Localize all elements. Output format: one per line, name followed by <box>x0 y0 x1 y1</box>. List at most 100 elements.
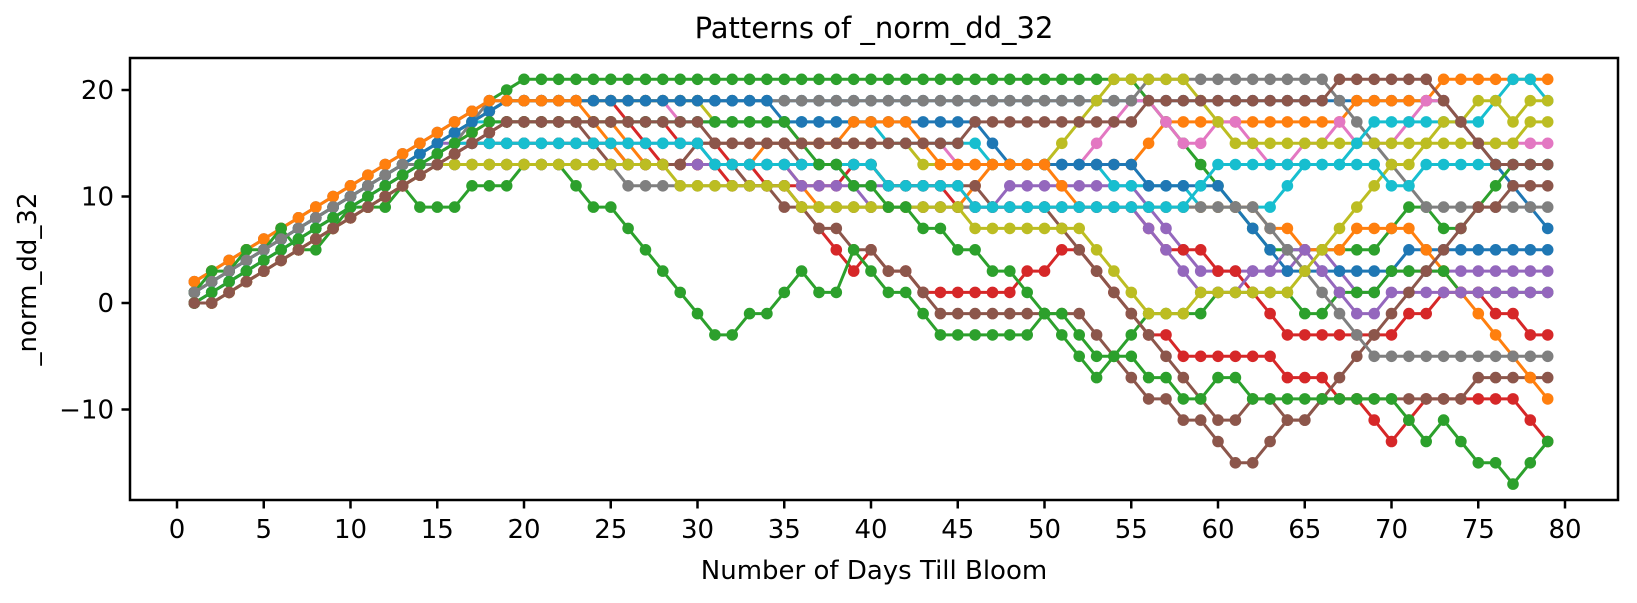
data-point-marker <box>1212 158 1224 171</box>
data-point-marker <box>830 73 843 86</box>
data-point-marker <box>1212 73 1224 86</box>
data-point-marker <box>1264 393 1276 405</box>
data-point-marker <box>605 73 617 86</box>
x-axis-label: Number of Days Till Bloom <box>701 556 1047 586</box>
data-point-marker <box>1281 265 1294 277</box>
data-point-marker <box>1246 393 1259 405</box>
data-point-marker <box>1316 244 1328 256</box>
data-point-marker <box>1108 350 1120 363</box>
data-point-marker <box>188 275 201 288</box>
data-point-marker <box>1403 393 1415 405</box>
data-point-marker <box>1420 307 1432 320</box>
data-point-marker <box>396 158 409 171</box>
data-point-marker <box>1455 350 1467 363</box>
data-point-marker <box>1524 414 1537 426</box>
data-point-marker <box>761 307 773 320</box>
data-point-marker <box>709 94 721 107</box>
data-point-marker <box>674 180 686 192</box>
data-point-marker <box>1299 116 1311 128</box>
data-point-marker <box>1455 116 1467 128</box>
data-point-marker <box>362 180 374 192</box>
data-point-marker <box>1455 201 1467 213</box>
data-point-marker <box>1090 116 1103 128</box>
data-point-marker <box>1246 73 1259 86</box>
data-point-marker <box>1316 265 1328 277</box>
data-point-marker <box>1489 137 1502 150</box>
data-point-marker <box>1038 94 1051 107</box>
data-point-marker <box>1541 329 1554 341</box>
data-point-marker <box>292 212 305 224</box>
data-point-marker <box>1299 265 1311 277</box>
data-point-marker <box>483 105 496 118</box>
data-point-marker <box>726 116 738 128</box>
data-point-marker <box>1437 222 1450 235</box>
x-tick-label: 55 <box>1115 515 1148 545</box>
data-point-marker <box>865 137 877 150</box>
data-point-marker <box>1368 393 1380 405</box>
data-point-marker <box>605 137 617 150</box>
data-point-marker <box>674 73 686 86</box>
data-point-marker <box>362 169 374 181</box>
data-point-marker <box>639 244 652 256</box>
data-point-marker <box>1264 435 1276 448</box>
data-point-marker <box>1489 286 1502 299</box>
data-point-marker <box>1125 94 1138 107</box>
data-point-marker <box>1368 414 1380 426</box>
data-point-marker <box>605 116 617 128</box>
data-point-marker <box>847 94 860 107</box>
data-point-marker <box>1004 329 1016 341</box>
data-point-marker <box>1385 329 1398 341</box>
data-point-marker <box>1351 244 1363 256</box>
data-point-marker <box>466 158 478 171</box>
data-point-marker <box>240 265 253 277</box>
data-point-marker <box>1194 94 1207 107</box>
x-tick-label: 45 <box>941 515 974 545</box>
data-point-marker <box>1333 94 1346 107</box>
data-point-marker <box>1229 286 1242 299</box>
data-point-marker <box>275 244 287 256</box>
data-point-marker <box>934 158 947 171</box>
data-point-marker <box>1073 116 1085 128</box>
data-point-marker <box>1316 73 1328 86</box>
data-point-marker <box>830 158 843 171</box>
data-point-marker <box>275 222 287 235</box>
data-point-marker <box>1281 286 1294 299</box>
data-point-marker <box>535 73 548 86</box>
data-point-marker <box>1437 350 1450 363</box>
data-point-marker <box>917 286 929 299</box>
data-point-marker <box>1229 137 1242 150</box>
data-point-marker <box>1160 393 1172 405</box>
data-point-marker <box>552 158 565 171</box>
data-point-marker <box>934 201 947 213</box>
data-point-marker <box>778 201 791 213</box>
data-point-marker <box>969 244 981 256</box>
data-point-marker <box>292 233 305 245</box>
data-point-marker <box>622 180 634 192</box>
data-point-marker <box>657 73 669 86</box>
data-point-marker <box>466 137 478 150</box>
data-point-marker <box>1437 286 1450 299</box>
data-point-marker <box>1004 222 1016 235</box>
data-point-marker <box>934 116 947 128</box>
x-tick-label: 60 <box>1201 515 1234 545</box>
data-point-marker <box>1420 244 1432 256</box>
data-point-marker <box>1316 393 1328 405</box>
data-point-marker <box>882 286 895 299</box>
data-point-marker <box>1281 73 1294 86</box>
data-point-marker <box>1403 286 1415 299</box>
data-point-marker <box>1507 73 1519 86</box>
data-point-marker <box>1281 393 1294 405</box>
data-point-marker <box>1056 73 1068 86</box>
data-point-marker <box>587 94 600 107</box>
data-point-marker <box>1455 393 1467 405</box>
data-point-marker <box>969 116 981 128</box>
x-tick-label: 25 <box>594 515 627 545</box>
data-point-marker <box>1472 73 1485 86</box>
data-point-marker <box>1455 137 1467 150</box>
data-point-marker <box>570 137 582 150</box>
data-point-marker <box>795 73 808 86</box>
data-point-marker <box>483 180 496 192</box>
data-point-marker <box>1212 94 1224 107</box>
data-point-marker <box>1507 116 1519 128</box>
